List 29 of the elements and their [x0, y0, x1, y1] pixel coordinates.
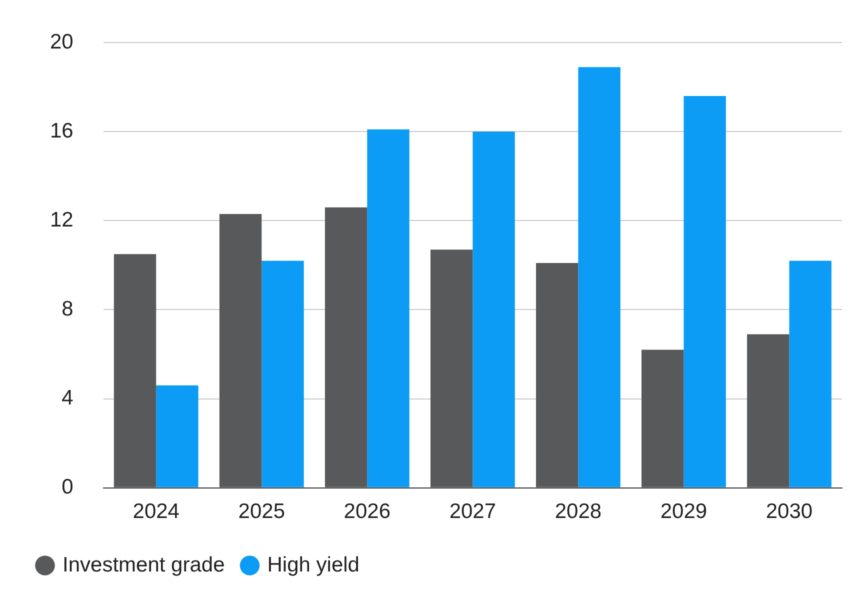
bar — [472, 132, 515, 488]
bar — [642, 350, 684, 488]
y-tick-label: 16 — [50, 119, 74, 142]
x-tick-label: 2030 — [766, 500, 813, 524]
legend-label: Investment grade — [62, 553, 225, 576]
x-tick-label: 2029 — [660, 500, 708, 524]
y-tick-label: 12 — [50, 208, 74, 232]
x-tick-label: 2026 — [344, 500, 391, 524]
bar — [219, 214, 262, 488]
bar — [324, 207, 368, 488]
x-tick-label: 2027 — [449, 500, 496, 524]
y-tick-label: 4 — [62, 386, 74, 410]
bar — [578, 67, 620, 488]
y-tick-label: 0 — [62, 476, 74, 499]
bar — [367, 129, 410, 488]
y-tick-label: 20 — [50, 30, 74, 54]
x-tick-label: 2024 — [132, 500, 180, 524]
bar — [684, 96, 726, 488]
bar — [156, 385, 198, 488]
bar — [114, 254, 156, 488]
bar — [430, 250, 473, 488]
legend-label: High yield — [267, 553, 360, 576]
bar — [747, 334, 790, 488]
bar — [262, 260, 304, 488]
bar — [536, 262, 578, 488]
x-tick-label: 2028 — [554, 500, 602, 524]
bar — [789, 260, 832, 488]
y-tick-label: 8 — [62, 298, 74, 321]
x-tick-label: 2025 — [238, 500, 285, 524]
